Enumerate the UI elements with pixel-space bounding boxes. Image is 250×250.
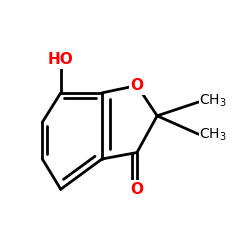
Text: O: O — [130, 182, 143, 197]
Text: CH$_3$: CH$_3$ — [199, 127, 227, 143]
Text: O: O — [130, 78, 143, 93]
Text: CH$_3$: CH$_3$ — [199, 93, 227, 109]
Text: HO: HO — [48, 52, 74, 67]
